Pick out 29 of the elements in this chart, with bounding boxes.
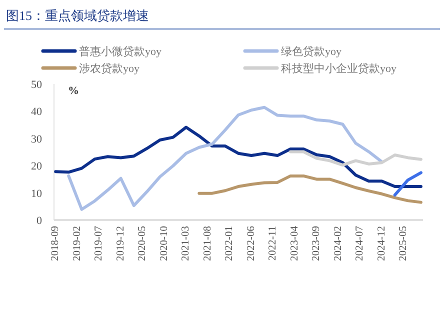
x-tick-label: 2024-07 [354,226,366,261]
y-tick-label: 30 [31,133,42,146]
legend-label: 科技型中小企业贷款yoy [281,62,397,75]
y-tick-label: 0 [36,215,42,227]
x-tick-label: 2019-02 [72,226,83,261]
x-tick-label: 2019-07 [94,226,105,261]
x-tick-label: 2021-03 [180,226,192,261]
x-tick-label: 2024-12 [376,226,388,261]
x-tick-label: 2020-10 [158,226,170,261]
x-tick-label: 2018-09 [50,226,62,261]
y-tick-label: 50 [31,79,42,91]
x-tick-label: 2022-06 [246,226,257,261]
x-tick-label: 2023-09 [311,226,322,261]
x-tick-label: 2025-05 [398,226,410,261]
x-tick-label: 2020-05 [137,226,148,261]
x-tick-label: 2021-08 [202,226,214,261]
x-tick-label: 2022-01 [224,226,236,261]
legend-label: 绿色贷款yoy [281,45,342,58]
legend-label: 涉农贷款yoy [79,62,140,75]
x-tick-label: 2022-11 [268,226,279,261]
x-tick-label: 2019-12 [115,226,126,261]
y-tick-label: 20 [31,160,42,173]
x-tick-label: 2023-04 [289,225,300,261]
legend-label: 普惠小微贷款yoy [79,45,162,58]
y-tick-label: 40 [31,106,42,118]
y-tick-label: 10 [31,188,42,200]
y-axis-title: % [68,85,79,97]
x-tick-label: 2024-02 [332,226,344,261]
chart-title: 图15：重点领域贷款增速 [6,8,149,23]
